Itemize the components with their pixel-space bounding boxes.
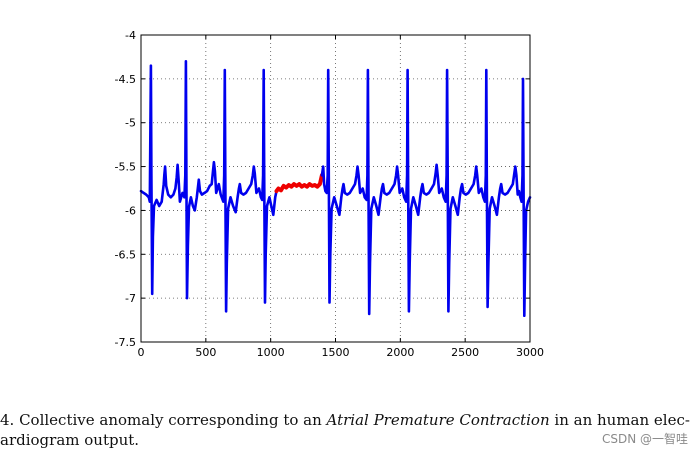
- caption-line-1-suffix: in an human elec-: [549, 411, 690, 429]
- y-tick-label: -6: [125, 204, 136, 217]
- x-tick-labels: 0 500 1000 1500 2000 2500 3000: [138, 346, 545, 359]
- series-lines: [139, 60, 532, 317]
- caption-line-1: 4. Collective anomaly corresponding to a…: [0, 410, 696, 430]
- y-tick-labels: -4 -4.5 -5 -5.5 -6 -6.5 -7 -7.5: [115, 29, 136, 349]
- x-tick-label: 3000: [516, 346, 544, 359]
- watermark: CSDN @一智哇: [601, 430, 688, 447]
- x-tick-label: 500: [195, 346, 216, 359]
- axis-ticks: [140, 34, 531, 343]
- x-tick-label: 1000: [257, 346, 285, 359]
- x-tick-label: 2500: [451, 346, 479, 359]
- y-tick-label: -6.5: [115, 248, 136, 261]
- x-tick-label: 1500: [322, 346, 350, 359]
- caption-line-1-prefix: 4. Collective anomaly corresponding to a…: [0, 411, 327, 429]
- x-tick-label: 0: [138, 346, 145, 359]
- y-tick-label: -5.5: [115, 161, 136, 174]
- caption-italic-term: Atrial Premature Contraction: [326, 411, 550, 429]
- ecg-series-line-1: [139, 60, 278, 313]
- y-tick-label: -4: [125, 29, 136, 42]
- caption-line-2: ardiogram output.: [0, 431, 140, 449]
- grid-lines: [141, 35, 530, 342]
- anomaly-series-line: [274, 173, 324, 194]
- y-tick-label: -4.5: [115, 73, 136, 86]
- y-tick-label: -7.5: [115, 336, 136, 349]
- x-tick-label: 2000: [386, 346, 414, 359]
- figure-caption: 4. Collective anomaly corresponding to a…: [0, 410, 696, 450]
- ecg-chart: 0 500 1000 1500 2000 2500 3000 -4-4.5-5-5.5-6-…: [115, 29, 545, 359]
- y-tick-label: -7: [125, 292, 136, 305]
- y-tick-label: -5: [125, 117, 136, 130]
- ecg-series-line-3: [320, 68, 532, 317]
